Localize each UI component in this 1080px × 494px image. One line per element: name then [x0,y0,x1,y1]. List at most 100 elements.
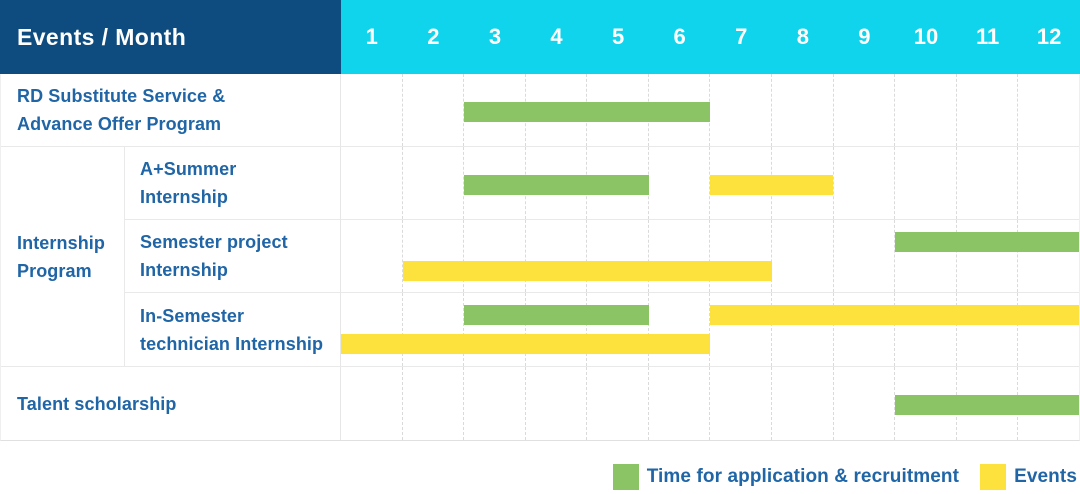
month-gridline-cell [1017,147,1079,219]
month-gridline-cell [401,74,464,146]
legend-label-event: Events [1014,466,1077,487]
month-gridline-cell [586,367,648,440]
table-header: Events / Month 1 2 3 4 5 6 7 8 9 10 11 12 [0,0,1080,74]
month-gridline-cell [463,74,525,146]
row-label: Semester project Internship [125,220,341,292]
month-gridline-cell [894,74,956,146]
month-gridline-cell [341,147,402,219]
legend-swatch-application [612,464,639,490]
month-header-12: 12 [1036,24,1062,49]
row-chart [341,147,1079,219]
month-gridline-cell [1017,74,1079,146]
month-gridline-cell [1017,293,1079,366]
month-gridline-cell [647,220,710,292]
month-gridline-cell [401,367,464,440]
month-gridline-cell [341,293,402,366]
legend-swatch-event [980,464,1007,490]
month-gridline-cell [894,293,956,366]
month-gridline-cell [463,293,525,366]
month-gridline-cell [955,147,1018,219]
row-group: Internship Program A+Summer Internship Sem… [1,147,1079,367]
gantt-bar-event [402,261,772,281]
month-gridlines [341,74,1079,146]
month-header-11: 11 [975,24,1000,49]
month-header-5: 5 [611,24,625,49]
month-gridline-cell [1017,220,1079,292]
month-gridline-cell [401,293,464,366]
gantt-bar-event [710,305,1079,325]
month-gridline-cell [955,220,1018,292]
row-chart [341,74,1079,146]
month-gridline-cell [771,220,833,292]
month-gridline-cell [832,74,895,146]
month-header-8: 8 [796,24,809,49]
month-gridline-cell [341,74,402,146]
month-header-row: 1 2 3 4 5 6 7 8 9 10 11 12 [341,0,1080,74]
month-gridline-cell [709,293,771,366]
table-row: In-Semester technician Internship [125,293,1079,366]
month-gridline-cell [709,220,771,292]
row-label: RD Substitute Service & Advance Offer Pr… [1,74,341,146]
row-chart [341,293,1079,366]
table-row: RD Substitute Service & Advance Offer Pr… [1,74,1079,147]
row-chart [341,220,1079,292]
month-header-10: 10 [913,24,939,49]
table-body: RD Substitute Service & Advance Offer Pr… [0,74,1080,441]
month-gridline-cell [586,220,648,292]
month-gridline-cell [894,147,956,219]
month-gridline-cell [771,293,833,366]
month-header-9: 9 [858,24,871,49]
month-gridline-cell [709,367,771,440]
events-table: Events / Month 1 2 3 4 5 6 7 8 9 10 11 12 RD Substi… [0,0,1080,441]
month-gridline-cell [524,220,587,292]
month-gridline-cell [771,74,833,146]
month-gridline-cell [955,293,1018,366]
month-gridline-cell [524,367,587,440]
month-gridline-cell [771,367,833,440]
gantt-bar-application [894,232,1079,252]
month-gridline-cell [524,293,587,366]
month-gridlines [341,220,1079,292]
table-row: Semester project Internship [125,220,1079,293]
month-header-7: 7 [735,24,748,49]
month-gridline-cell [401,147,464,219]
month-gridline-cell [709,147,771,219]
gantt-bar-application [464,102,710,122]
row-chart [341,367,1079,440]
month-gridline-cell [341,220,402,292]
gantt-bar-application [464,305,649,325]
group-label: Internship Program [1,147,125,366]
header-events-month-cell: Events / Month [0,0,341,74]
month-gridline-cell [463,147,525,219]
legend-item-event: Events [980,464,1077,490]
row-label: Talent scholarship [1,367,341,440]
month-gridline-cell [832,147,895,219]
month-header-6: 6 [673,24,686,49]
month-gridline-cell [463,220,525,292]
month-gridline-cell [647,147,710,219]
legend-item-application: Time for application & recruitment [612,464,960,490]
month-gridline-cell [647,367,710,440]
legend: Time for application & recruitment Events [612,464,1077,490]
month-gridline-cell [647,293,710,366]
month-gridline-cell [955,74,1018,146]
table-row: A+Summer Internship [125,147,1079,220]
legend-label-application: Time for application & recruitment [646,466,960,487]
month-gridline-cell [832,220,895,292]
month-header-4: 4 [550,24,563,49]
month-gridlines [341,293,1079,366]
month-gridline-cell [709,74,771,146]
month-header-2: 2 [427,24,440,49]
group-rows: A+Summer Internship Semester project Inte… [125,147,1079,366]
row-label: A+Summer Internship [125,147,341,219]
month-gridline-cell [341,367,402,440]
month-gridline-cell [832,367,895,440]
month-gridline-cell [463,367,525,440]
month-header-3: 3 [488,24,502,49]
gantt-bar-application [894,395,1079,415]
month-gridline-cell [832,293,895,366]
row-label: In-Semester technician Internship [125,293,341,366]
gantt-bar-event [341,334,710,354]
month-gridline-cell [894,220,956,292]
